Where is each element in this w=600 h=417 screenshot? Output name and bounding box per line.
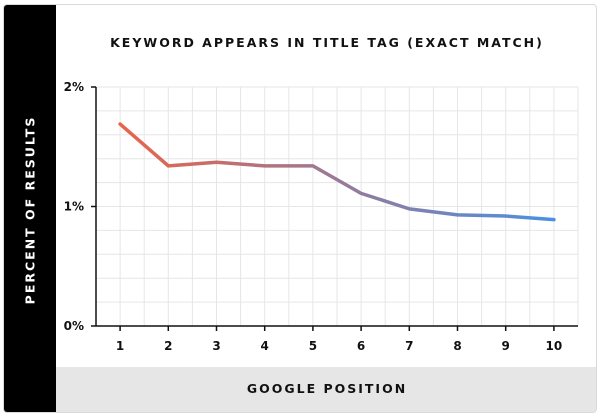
chart-card: PERCENT OF RESULTS GOOGLE POSITION KEYWO… [3,4,597,413]
tick-layer: 0% 1% 2% 1 2 3 4 5 6 7 8 9 10 [64,80,563,353]
x-tick-label: 4 [261,339,269,353]
x-tick-label: 5 [309,339,317,353]
x-tick-label: 8 [453,339,461,353]
y-tick-label: 0% [64,319,84,333]
x-tick-label: 9 [502,339,510,353]
y-axis-band: PERCENT OF RESULTS [4,5,56,412]
series-line [118,122,556,222]
x-axis-band: GOOGLE POSITION [56,367,596,412]
x-tick-label: 10 [546,339,563,353]
x-tick-label: 7 [405,339,413,353]
x-tick-label: 1 [116,339,124,353]
axis-layer [91,86,578,331]
y-tick-label: 1% [64,200,84,214]
x-axis-title: GOOGLE POSITION [246,381,408,396]
x-tick-label: 2 [164,339,172,353]
series-layer [118,122,556,222]
y-tick-label: 2% [64,80,84,94]
grid-layer [96,86,579,326]
x-tick-label: 3 [212,339,220,353]
x-tick-label: 6 [357,339,365,353]
chart-title: KEYWORD APPEARS IN TITLE TAG (EXACT MATC… [110,35,544,50]
